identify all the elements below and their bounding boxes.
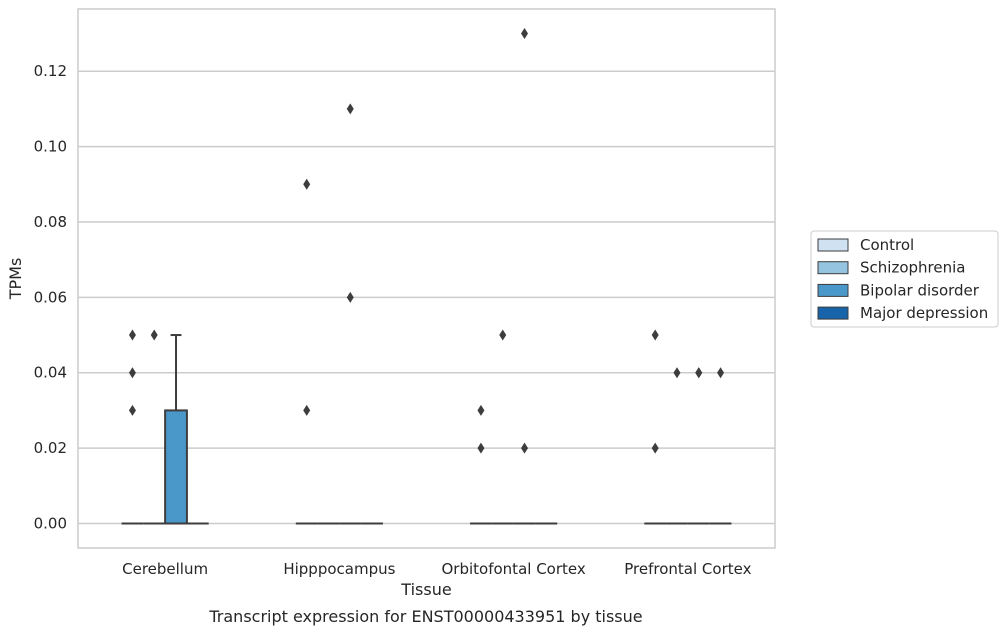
legend-frame [810, 230, 999, 328]
outlier-point [477, 442, 485, 454]
box-body [164, 409, 188, 525]
plot-area-frame [77, 8, 776, 549]
outlier-point [477, 404, 485, 416]
x-tick-label: Hipppocampus [283, 560, 395, 578]
y-tick-label: 0.04 [34, 364, 67, 382]
y-axis-ticks: 0.00 0.02 0.04 0.06 0.08 0.10 0.12 [34, 62, 67, 532]
legend-swatch [817, 261, 849, 275]
outlier-point [346, 291, 354, 303]
outlier-point [128, 367, 136, 379]
y-axis-label: TPMs [6, 258, 25, 301]
legend: Control Schizophrenia Bipolar disorder Majo… [810, 230, 999, 328]
gridlines [78, 70, 775, 525]
x-tick-label: Orbitofontal Cortex [442, 560, 586, 578]
outlier-point [499, 329, 507, 341]
y-tick-label: 0.08 [34, 213, 67, 231]
outlier-points [128, 28, 725, 454]
outlier-point [651, 329, 659, 341]
outlier-point [303, 178, 311, 190]
y-tick-label: 0.10 [34, 138, 67, 156]
outlier-point [128, 329, 136, 341]
box [164, 334, 188, 525]
outlier-point [673, 367, 681, 379]
legend-swatch [817, 283, 849, 297]
outlier-point [695, 367, 703, 379]
x-tick-label: Cerebellum [122, 560, 208, 578]
legend-swatch [817, 238, 849, 252]
y-tick-label: 0.02 [34, 439, 67, 457]
legend-label: Schizophrenia [860, 259, 965, 277]
outlier-point [521, 28, 529, 39]
outlier-point [150, 329, 158, 341]
outlier-point [303, 404, 311, 416]
outlier-point [521, 442, 529, 454]
outlier-point [651, 442, 659, 454]
legend-label: Bipolar disorder [860, 281, 980, 299]
outlier-point [717, 367, 725, 379]
legend-items: Control Schizophrenia Bipolar disorder Majo… [817, 236, 988, 322]
outlier-point [128, 404, 136, 416]
legend-label: Control [860, 236, 914, 254]
chart-title: Transcript expression for ENST0000043395… [208, 607, 642, 626]
outlier-point [346, 103, 354, 115]
y-tick-label: 0.00 [34, 515, 67, 533]
x-tick-label: Prefrontal Cortex [624, 560, 751, 578]
x-axis-ticks: Cerebellum Hipppocampus Orbitofontal Corte… [122, 560, 751, 578]
legend-label: Major depression [860, 304, 988, 322]
y-tick-label: 0.06 [34, 288, 67, 306]
legend-swatch [817, 306, 849, 320]
boxes [121, 334, 732, 525]
x-axis-label: Tissue [400, 580, 451, 599]
y-tick-label: 0.12 [34, 62, 67, 80]
